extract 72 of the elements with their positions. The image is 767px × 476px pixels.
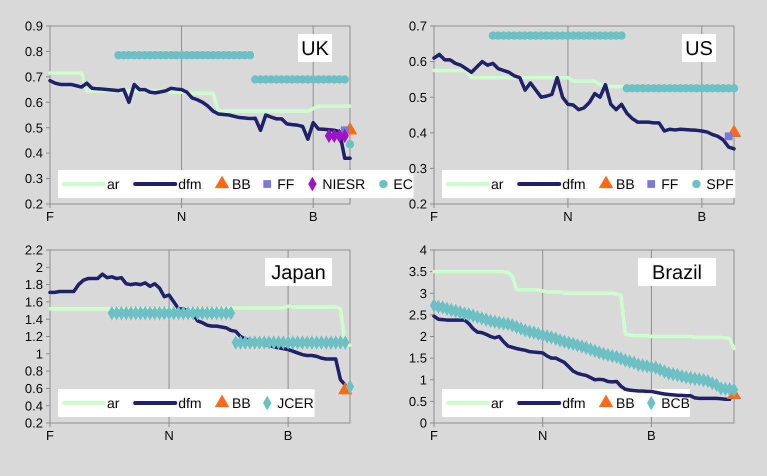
y-tick-label: 2 bbox=[420, 329, 427, 344]
x-tick-label: F bbox=[430, 428, 438, 443]
legend-label: BB bbox=[616, 394, 635, 411]
y-tick-label: 0.6 bbox=[24, 380, 43, 396]
x-tick-label: F bbox=[430, 209, 438, 224]
y-tick-label: 0.5 bbox=[408, 394, 427, 409]
x-tick-label: N bbox=[176, 209, 186, 224]
y-tick-label: 0.4 bbox=[24, 146, 43, 161]
y-tick-label: 0.4 bbox=[24, 398, 43, 414]
x-tick-label: B bbox=[647, 428, 656, 443]
legend-label: ar bbox=[107, 176, 120, 192]
y-tick-label: 1 bbox=[420, 372, 427, 388]
legend-label: BB bbox=[232, 176, 251, 192]
legend-label: NIESR bbox=[322, 176, 366, 192]
y-tick-label: 0.2 bbox=[408, 196, 427, 212]
legend-label: BB bbox=[232, 394, 251, 411]
y-tick-label: 1.2 bbox=[24, 329, 43, 344]
y-tick-label: 0.3 bbox=[408, 160, 427, 176]
legend-label: dfm bbox=[562, 394, 586, 411]
y-tick-label: 3.5 bbox=[408, 264, 427, 280]
y-tick-label: 0 bbox=[420, 416, 427, 431]
legend-label: ar bbox=[107, 394, 120, 411]
y-tick-label: 0.6 bbox=[408, 54, 427, 70]
legend-label: BCB bbox=[661, 394, 690, 411]
text: US bbox=[685, 38, 713, 60]
legend-label: ar bbox=[491, 394, 504, 411]
x-tick-label: N bbox=[538, 428, 548, 443]
legend-label: dfm bbox=[562, 176, 586, 192]
y-tick-label: 2 bbox=[36, 260, 43, 275]
x-tick-label: B bbox=[284, 428, 292, 443]
point bbox=[346, 140, 354, 148]
y-tick-label: 1.6 bbox=[24, 294, 43, 310]
legend-label: FF bbox=[661, 176, 678, 192]
y-tick-label: 1.5 bbox=[408, 350, 427, 366]
y-tick-label: 1 bbox=[36, 346, 43, 362]
y-tick-label: 0.9 bbox=[24, 18, 43, 34]
legend-label: EC bbox=[393, 176, 413, 192]
y-tick-label: 0.7 bbox=[408, 18, 427, 34]
y-tick-label: 2.5 bbox=[408, 307, 427, 322]
legend-label: ar bbox=[491, 176, 504, 192]
y-tick-label: 1.4 bbox=[24, 312, 43, 327]
legend-label: FF bbox=[277, 176, 294, 192]
x-tick-label: F bbox=[46, 428, 54, 443]
x-tick-label: B bbox=[698, 209, 706, 224]
y-tick-label: 3 bbox=[420, 286, 427, 301]
text: Brazil bbox=[652, 262, 702, 284]
y-tick-label: 0.3 bbox=[24, 171, 43, 186]
x-tick-label: N bbox=[563, 209, 573, 224]
y-tick-label: 0.2 bbox=[24, 196, 43, 212]
legend-label: JCER bbox=[277, 394, 314, 411]
x-tick-label: F bbox=[46, 209, 54, 224]
point bbox=[724, 132, 733, 140]
y-tick-label: 0.4 bbox=[408, 125, 427, 140]
y-tick-label: 0.8 bbox=[24, 364, 43, 379]
line-series bbox=[48, 78, 352, 160]
y-tick-label: 2.2 bbox=[24, 242, 43, 258]
x-tick-label: B bbox=[308, 209, 318, 224]
y-tick-label: 0.6 bbox=[24, 94, 43, 110]
y-tick-label: 0.8 bbox=[24, 44, 43, 59]
legend-label: dfm bbox=[178, 176, 202, 192]
legend-label: SPF bbox=[706, 176, 734, 192]
legend-label: dfm bbox=[178, 394, 202, 411]
y-tick-label: 0.7 bbox=[24, 69, 43, 84]
y-tick-label: 0.5 bbox=[408, 90, 427, 105]
text: Japan bbox=[271, 262, 326, 284]
y-tick-label: 0.5 bbox=[24, 120, 43, 136]
y-tick-label: 4 bbox=[420, 242, 427, 258]
text: UK bbox=[301, 38, 330, 60]
legend-label: BB bbox=[616, 176, 635, 192]
y-tick-label: 1.8 bbox=[24, 277, 43, 292]
y-tick-label: 0.2 bbox=[24, 416, 43, 431]
x-tick-label: N bbox=[164, 428, 174, 443]
